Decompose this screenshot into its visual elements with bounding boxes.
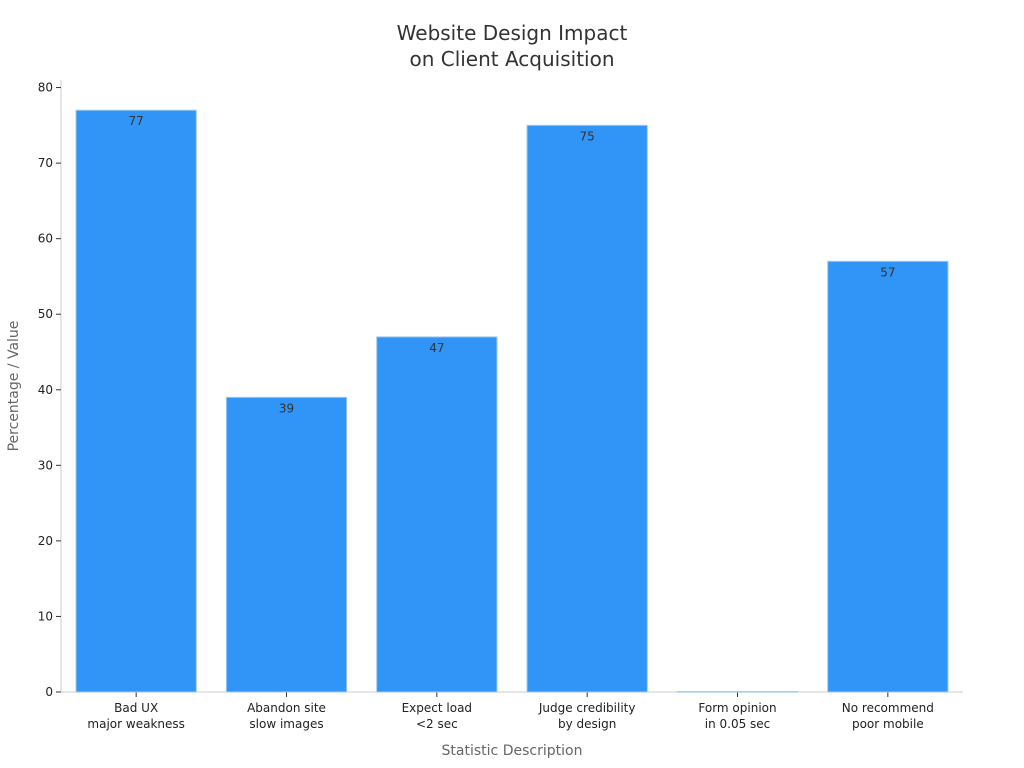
chart-title-line-2: on Client Acquisition xyxy=(409,47,614,71)
bar xyxy=(225,396,348,693)
y-tick-label: 60 xyxy=(38,232,53,246)
category-labels-group: Bad UX major weakness Abandon site slow ima… xyxy=(87,701,933,731)
x-tick-label: Abandon site xyxy=(247,701,326,715)
x-tick-label: Expect load xyxy=(402,701,472,715)
y-tick-label: 50 xyxy=(38,307,53,321)
y-tick-label: 20 xyxy=(38,534,53,548)
bar-data-label: 75 xyxy=(580,129,595,143)
bars-group xyxy=(75,109,949,693)
x-tick-label: slow images xyxy=(249,717,323,731)
y-tick-label: 70 xyxy=(38,156,53,170)
x-axis xyxy=(61,691,963,697)
bar-data-label: 57 xyxy=(880,265,895,279)
bar xyxy=(376,336,498,693)
x-axis-label: Statistic Description xyxy=(442,743,583,759)
y-tick-label: 80 xyxy=(38,81,53,95)
bar xyxy=(827,260,949,693)
y-tick-label: 40 xyxy=(38,383,53,397)
bar xyxy=(75,109,197,693)
bar-data-label: 47 xyxy=(429,341,444,355)
x-tick-label: poor mobile xyxy=(852,717,924,731)
y-tick-label: 0 xyxy=(45,685,53,699)
y-axis: 0 10 20 30 40 50 60 70 80 xyxy=(38,80,62,699)
y-axis-label: Percentage / Value xyxy=(6,321,22,452)
y-tick-label: 10 xyxy=(38,609,53,623)
data-labels-group: 77 39 47 75 57 xyxy=(129,114,896,415)
y-tick-label: 30 xyxy=(38,458,53,472)
bar xyxy=(676,691,799,693)
bar-data-label: 77 xyxy=(129,114,144,128)
x-tick-label: <2 sec xyxy=(416,717,458,731)
x-tick-label: major weakness xyxy=(87,717,184,731)
x-tick-label: Form opinion xyxy=(698,701,776,715)
bar-data-label: 39 xyxy=(279,401,294,415)
x-tick-label: Bad UX xyxy=(114,701,158,715)
x-tick-label: by design xyxy=(558,717,616,731)
x-tick-label: No recommend xyxy=(842,701,934,715)
bar xyxy=(526,124,648,693)
x-tick-label: Judge credibility xyxy=(538,701,636,715)
chart-title-line-1: Website Design Impact xyxy=(397,21,628,45)
x-tick-label: in 0.05 sec xyxy=(705,717,771,731)
